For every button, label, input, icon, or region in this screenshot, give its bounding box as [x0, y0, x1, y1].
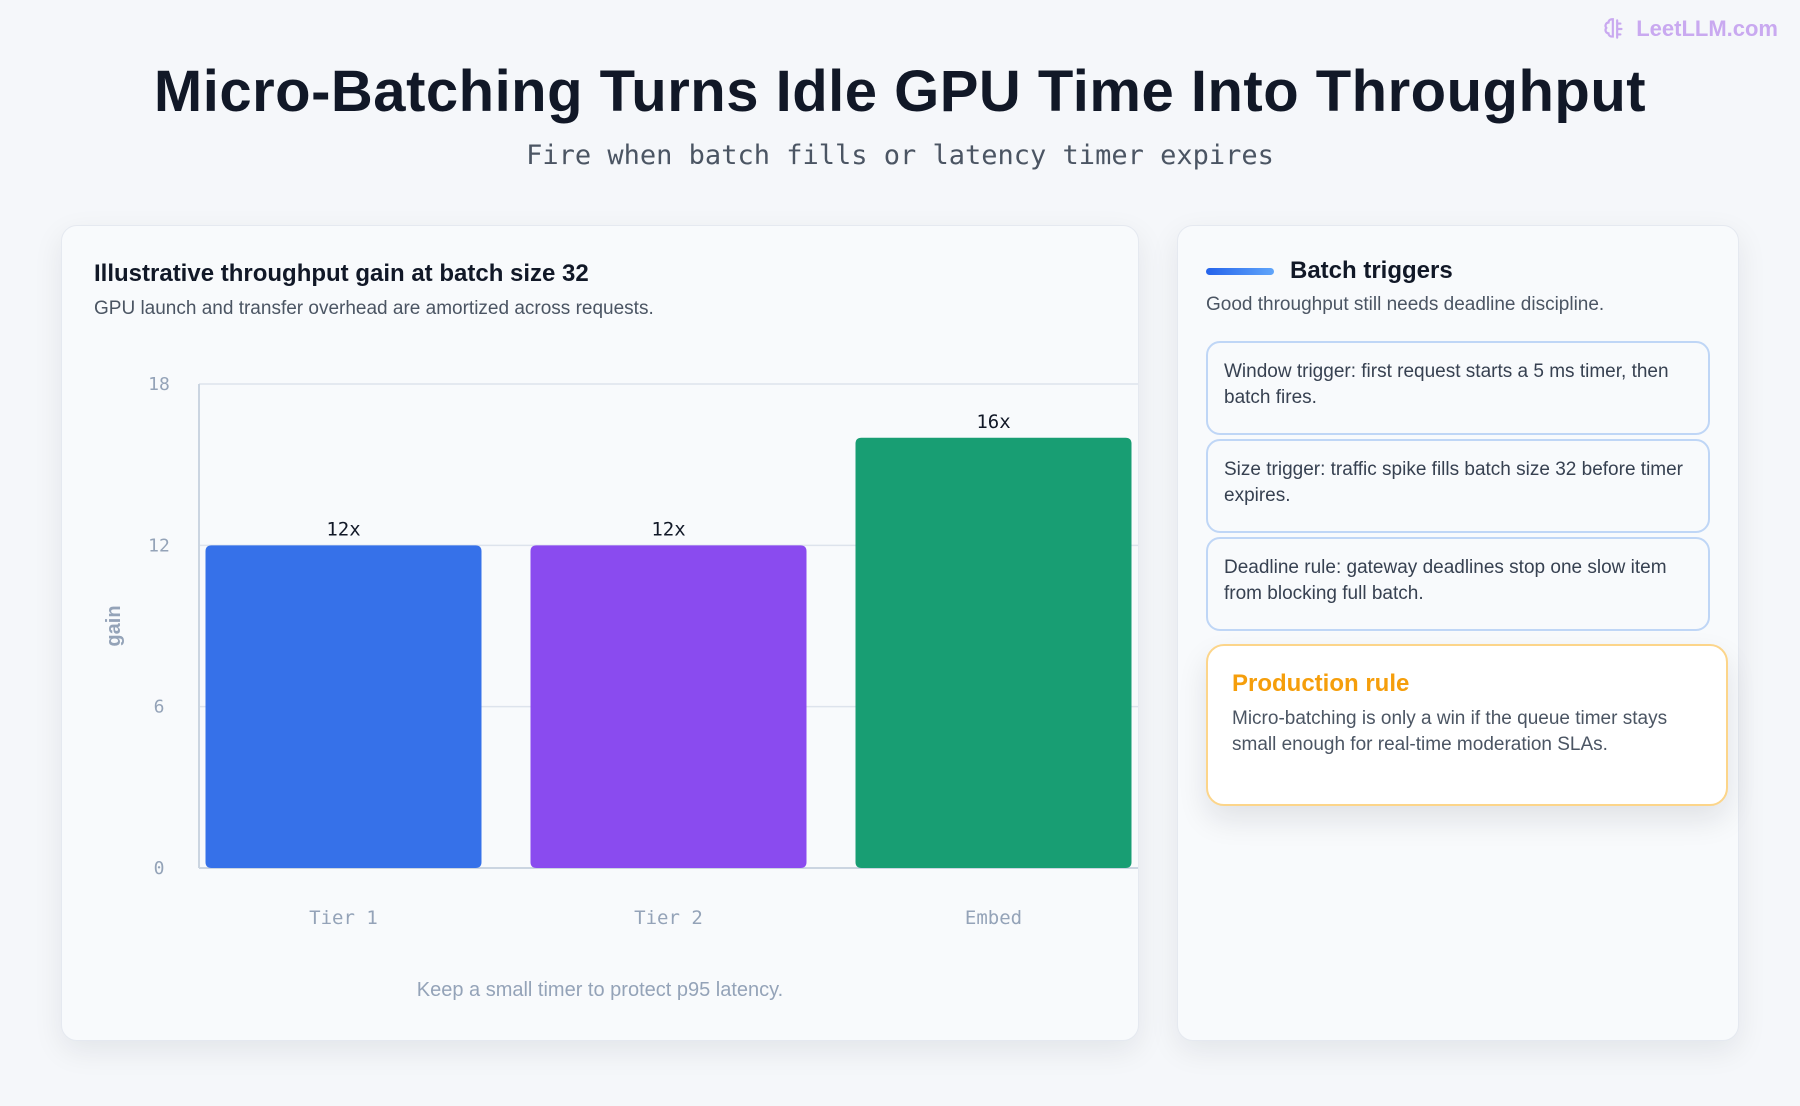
production-rule-callout: Production rule Micro-batching is only a… — [1206, 644, 1728, 806]
brain-icon — [1604, 18, 1623, 39]
y-tick-label: 18 — [148, 374, 170, 395]
bar-tier-2 — [530, 545, 807, 868]
x-tick-label: Tier 2 — [634, 907, 703, 929]
bar-value-label: 12x — [326, 518, 360, 540]
bar-tier-1 — [205, 545, 482, 868]
chart-subtitle: GPU launch and transfer overhead are amo… — [94, 298, 654, 319]
trigger-deadline: Deadline rule: gateway deadlines stop on… — [1206, 537, 1710, 631]
x-tick-label: Embed — [965, 907, 1022, 929]
trigger-window: Window trigger: first request starts a 5… — [1206, 341, 1710, 435]
x-tick-label: Tier 1 — [309, 907, 378, 929]
chart-card: Illustrative throughput gain at batch si… — [61, 225, 1139, 1041]
production-rule-title: Production rule — [1232, 670, 1410, 697]
bar-value-label: 12x — [651, 518, 685, 540]
y-tick-label: 0 — [154, 858, 165, 879]
brand-logo[interactable]: LeetLLM.com — [1602, 16, 1778, 42]
bar-value-label: 16x — [976, 411, 1010, 433]
chart-footer-note: Keep a small timer to protect p95 latenc… — [416, 979, 784, 1001]
bar-chart: 0 6 12 18 gain 12x Tier 1 12x Tier 2 16x Embed — [103, 374, 1138, 929]
page-subtitle: Fire when batch fills or latency timer e… — [526, 140, 1274, 171]
batch-triggers-panel: Batch triggers Good throughput still nee… — [1177, 225, 1739, 1041]
y-tick-label: 6 — [154, 697, 165, 718]
panel-header: Batch triggers — [1206, 257, 1453, 285]
accent-bar — [1206, 267, 1274, 275]
page-title: Micro-Batching Turns Idle GPU Time Into … — [153, 59, 1647, 124]
panel-subtitle: Good throughput still needs deadline dis… — [1206, 294, 1605, 315]
y-tick-label: 12 — [148, 535, 170, 556]
bar-embed — [855, 437, 1132, 868]
brand-text: LeetLLM.com — [1636, 16, 1778, 41]
production-rule-text: Micro-batching is only a win if the queu… — [1232, 708, 1668, 755]
trigger-size: Size trigger: traffic spike fills batch … — [1206, 439, 1710, 533]
panel-title: Batch triggers — [1290, 257, 1453, 284]
chart-title: Illustrative throughput gain at batch si… — [94, 260, 589, 287]
y-axis-label: gain — [103, 605, 125, 646]
